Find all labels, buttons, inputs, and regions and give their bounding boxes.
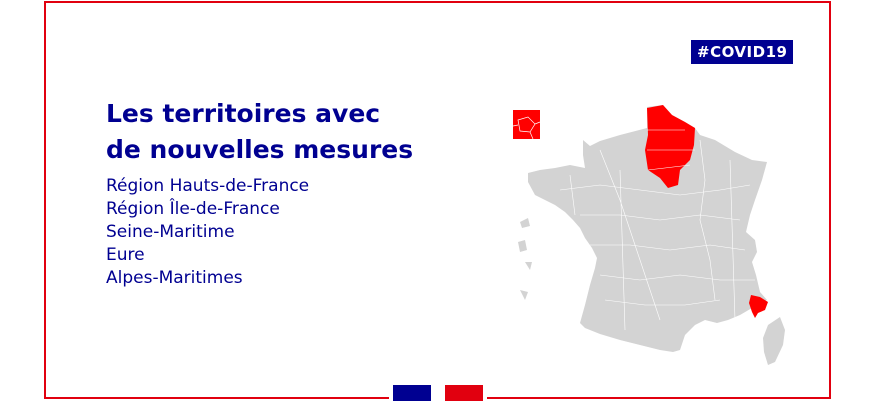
territory-item: Seine-Maritime (106, 222, 235, 242)
department-borders (559, 129, 755, 331)
french-flag-logo (393, 385, 483, 401)
atlantic-islands (518, 218, 532, 300)
territory-item: Région Hauts-de-France (106, 176, 310, 196)
title-line-2: de nouvelles mesures (106, 135, 414, 164)
france-mainland (528, 105, 767, 352)
hashtag-badge: #COVID19 (691, 40, 794, 64)
territory-item: Alpes-Maritimes (106, 268, 243, 288)
title-line-1: Les territoires avec (106, 99, 381, 128)
red-frame (44, 1, 831, 399)
corsica (763, 317, 785, 365)
paris-inset-borders (512, 116, 541, 140)
alpes-maritimes (749, 295, 768, 318)
frame-bottom-right (487, 397, 829, 399)
page-title: Les territoires avec de nouvelles mesure… (106, 96, 413, 168)
territory-item: Région Île-de-France (106, 199, 280, 219)
paris-inset (513, 110, 540, 139)
frame-bottom-left (44, 397, 389, 399)
france-map (512, 105, 785, 365)
hauts-de-france-ile-de-france (645, 105, 695, 188)
territory-item: Eure (106, 245, 145, 265)
territory-list: Région Hauts-de-France Région Île-de-Fra… (106, 175, 309, 290)
